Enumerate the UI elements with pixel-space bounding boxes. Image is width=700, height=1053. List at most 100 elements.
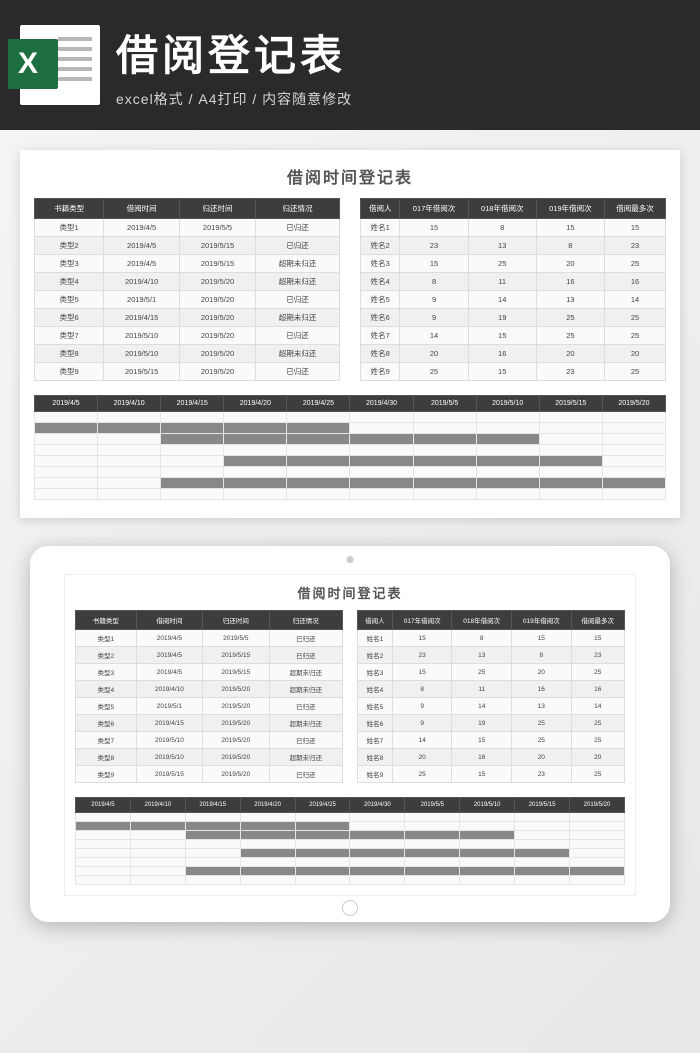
gantt-cell — [224, 489, 287, 500]
table-cell: 25 — [468, 255, 536, 273]
gantt-date-header: 2019/5/5 — [405, 798, 460, 813]
table-row: 类型32019/4/52019/5/15超期未归还 — [76, 664, 343, 681]
gantt-cell — [98, 467, 161, 478]
table-cell: 姓名9 — [361, 363, 400, 381]
table-row: 姓名925152325 — [361, 363, 666, 381]
table-cell: 2019/5/20 — [203, 766, 269, 783]
table-row: 姓名48111616 — [358, 681, 625, 698]
gantt-row — [76, 831, 625, 840]
gantt-cell — [130, 813, 185, 822]
gantt-cell — [98, 489, 161, 500]
table-cell: 14 — [400, 327, 468, 345]
gantt-cell — [35, 456, 98, 467]
table-cell: 姓名4 — [358, 681, 393, 698]
table-cell: 类型7 — [76, 732, 137, 749]
gantt-cell — [35, 423, 98, 434]
table-cell: 9 — [392, 698, 452, 715]
table-cell: 8 — [512, 647, 572, 664]
gantt-cell — [240, 831, 295, 840]
table-cell: 姓名5 — [361, 291, 400, 309]
column-header: 书籍类型 — [35, 199, 104, 219]
table-cell: 超期未归还 — [269, 749, 342, 766]
gantt-region: 2019/4/52019/4/102019/4/152019/4/202019/… — [34, 395, 666, 500]
table-cell: 16 — [536, 273, 604, 291]
gantt-cell — [405, 849, 460, 858]
gantt-row — [35, 423, 666, 434]
gantt-cell — [602, 489, 665, 500]
table-cell: 25 — [512, 715, 572, 732]
table-cell: 25 — [571, 715, 624, 732]
gantt-cell — [515, 858, 570, 867]
table-cell: 14 — [392, 732, 452, 749]
gantt-cell — [413, 445, 476, 456]
table-row: 类型12019/4/52019/5/5已归还 — [35, 219, 340, 237]
left-table-tablet: 书籍类型借阅时间归还时间归还情况类型12019/4/52019/5/5已归还类型… — [75, 610, 343, 783]
gantt-cell — [515, 849, 570, 858]
gantt-cell — [295, 867, 350, 876]
table-cell: 25 — [400, 363, 468, 381]
table-row: 类型92019/5/152019/5/20已归还 — [76, 766, 343, 783]
table-cell: 15 — [452, 766, 512, 783]
column-header: 归还时间 — [203, 611, 269, 630]
gantt-cell — [350, 840, 405, 849]
gantt-cell — [161, 445, 224, 456]
table-cell: 15 — [392, 664, 452, 681]
table-cell: 姓名5 — [358, 698, 393, 715]
gantt-cell — [185, 876, 240, 885]
table-cell: 2019/5/20 — [180, 363, 256, 381]
tablet-home-button[interactable] — [342, 900, 358, 916]
table-cell: 2019/4/5 — [136, 664, 202, 681]
gantt-cell — [98, 434, 161, 445]
table-cell: 已归还 — [255, 327, 339, 345]
column-header: 书籍类型 — [76, 611, 137, 630]
gantt-cell — [602, 478, 665, 489]
table-cell: 类型5 — [76, 698, 137, 715]
table-cell: 25 — [604, 363, 665, 381]
gantt-row — [35, 467, 666, 478]
table-cell: 23 — [400, 237, 468, 255]
table-cell: 超期未归还 — [255, 255, 339, 273]
table-row: 类型72019/5/102019/5/20已归还 — [35, 327, 340, 345]
gantt-cell — [350, 849, 405, 858]
table-cell: 已归还 — [269, 630, 342, 647]
gantt-cell — [224, 478, 287, 489]
table-cell: 2019/5/15 — [104, 363, 180, 381]
gantt-cell — [161, 478, 224, 489]
table-cell: 2019/5/20 — [203, 681, 269, 698]
gantt-date-header: 2019/4/25 — [295, 798, 350, 813]
table-cell: 25 — [571, 732, 624, 749]
table-cell: 类型9 — [76, 766, 137, 783]
table-cell: 8 — [468, 219, 536, 237]
gantt-chart: 2019/4/52019/4/102019/4/152019/4/202019/… — [34, 395, 666, 500]
table-cell: 16 — [571, 681, 624, 698]
table-cell: 25 — [604, 309, 665, 327]
gantt-cell — [476, 467, 539, 478]
gantt-cell — [224, 467, 287, 478]
table-cell: 2019/5/10 — [104, 345, 180, 363]
gantt-cell — [350, 445, 413, 456]
gantt-cell — [602, 445, 665, 456]
table-cell: 姓名4 — [361, 273, 400, 291]
table-cell: 2019/5/15 — [136, 766, 202, 783]
gantt-cell — [350, 489, 413, 500]
gantt-cell — [539, 434, 602, 445]
gantt-cell — [413, 434, 476, 445]
table-cell: 16 — [452, 749, 512, 766]
table-row: 姓名925152325 — [358, 766, 625, 783]
gantt-cell — [295, 876, 350, 885]
table-cell: 姓名1 — [361, 219, 400, 237]
table-cell: 16 — [604, 273, 665, 291]
header-text-block: 借阅登记表 excel格式 / A4打印 / 内容随意修改 — [116, 22, 680, 109]
gantt-date-header: 2019/4/20 — [240, 798, 295, 813]
table-cell: 类型4 — [76, 681, 137, 698]
gantt-cell — [76, 867, 131, 876]
gantt-cell — [161, 489, 224, 500]
gantt-cell — [460, 822, 515, 831]
column-header: 017年借阅次 — [400, 199, 468, 219]
gantt-row — [76, 876, 625, 885]
column-header: 借阅人 — [361, 199, 400, 219]
column-header: 借阅最多次 — [604, 199, 665, 219]
table-row: 姓名11581515 — [361, 219, 666, 237]
table-cell: 20 — [400, 345, 468, 363]
gantt-cell — [350, 412, 413, 423]
